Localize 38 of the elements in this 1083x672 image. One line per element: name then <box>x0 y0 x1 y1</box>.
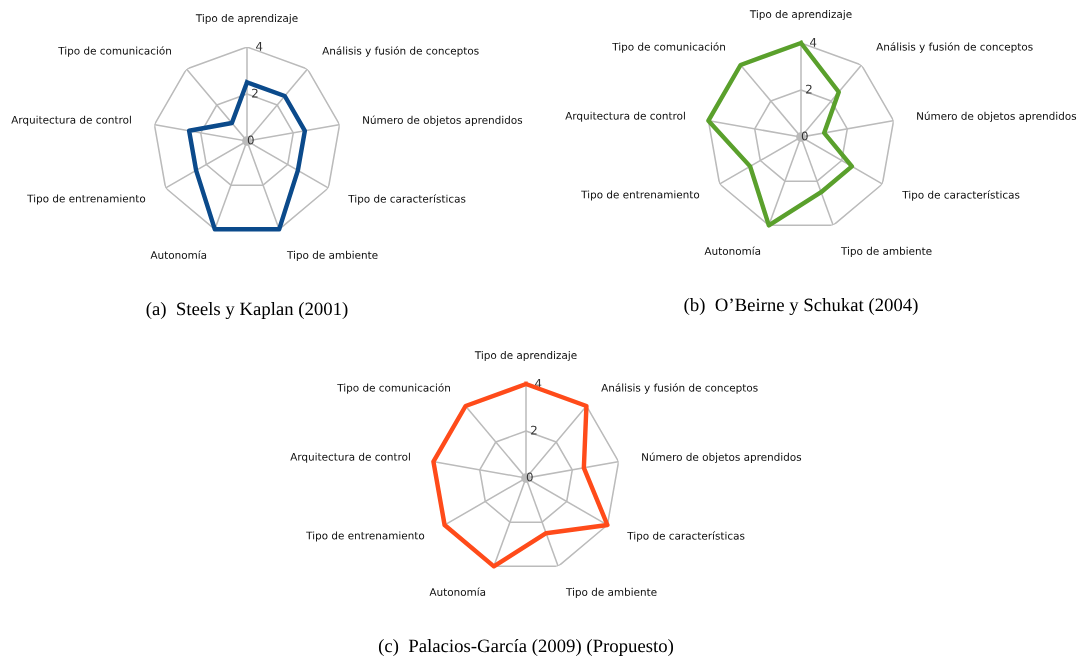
spoke-label: Autonomía <box>150 250 207 259</box>
spoke-label: Tipo de entrenamiento <box>581 190 700 201</box>
spoke-label: Análisis y fusión de conceptos <box>876 42 1033 53</box>
y-tick-label: 4 <box>256 42 263 51</box>
y-tick-label: 2 <box>531 425 537 435</box>
spoke-label: Número de objetos aprendidos <box>642 452 802 463</box>
y-tick-label: 0 <box>247 135 254 145</box>
spoke-label: Tipo de características <box>902 190 1020 201</box>
spoke-label: Arquitectura de control <box>11 115 131 126</box>
y-tick-label: 4 <box>810 38 817 47</box>
spoke-label: Tipo de entrenamiento <box>306 531 425 542</box>
spoke-label: Análisis y fusión de conceptos <box>601 383 758 394</box>
spoke-label: Número de objetos aprendidos <box>363 115 523 126</box>
spoke-label: Tipo de comunicación <box>612 42 725 53</box>
spoke-label: Tipo de aprendizaje <box>474 351 577 362</box>
spoke-label: Análisis y fusión de conceptos <box>322 46 479 57</box>
spoke-label: Tipo de comunicación <box>337 383 450 394</box>
spoke-label: Tipo de comunicación <box>58 46 171 57</box>
y-tick-label: 2 <box>806 84 812 94</box>
spoke-label: Tipo de características <box>627 531 745 542</box>
y-tick-label: 0 <box>801 131 808 141</box>
spoke-label: Tipo de características <box>348 194 466 205</box>
spoke-label: Tipo de ambiente <box>286 250 378 261</box>
spoke-label: Autonomía <box>429 587 486 596</box>
spoke-label: Tipo de ambiente <box>840 246 932 257</box>
text: (c) Palacios-García (2009) (Propuesto) <box>378 638 674 657</box>
spoke-label: Tipo de aprendizaje <box>195 14 298 25</box>
spoke-label: Autonomía <box>704 246 761 255</box>
spoke-label: Tipo de aprendizaje <box>749 10 852 21</box>
y-tick-label: 0 <box>526 472 533 482</box>
text: (b) O’Beirne y Schukat (2004) <box>684 298 918 316</box>
spoke-label: Número de objetos aprendidos <box>917 111 1077 122</box>
spoke-label: Arquitectura de control <box>565 111 685 122</box>
y-tick-label: 2 <box>252 88 258 98</box>
spoke-label: Tipo de ambiente <box>565 587 657 598</box>
spoke-label: Arquitectura de control <box>290 452 410 463</box>
text: (a) Steels y Kaplan (2001) <box>146 302 348 320</box>
spoke-label: Tipo de entrenamiento <box>27 194 146 205</box>
